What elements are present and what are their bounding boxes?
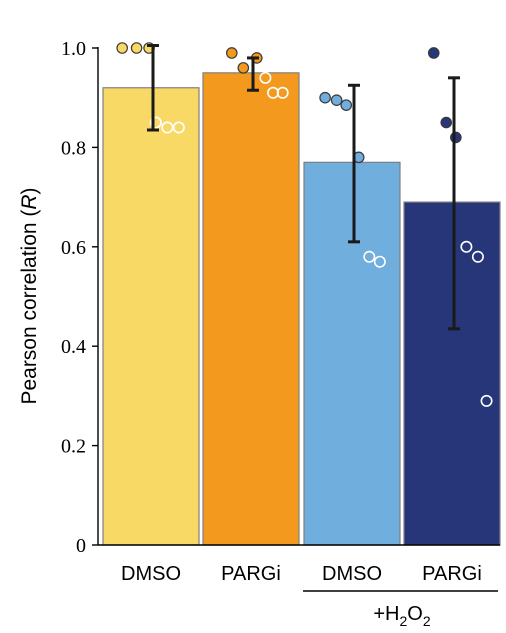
- data-point-4-3: [450, 131, 462, 144]
- data-point-4-1: [427, 47, 440, 59]
- y-tick-label-0.8: 0.8: [61, 137, 86, 159]
- data-point-4-4: [460, 240, 473, 253]
- data-point-2-6: [276, 86, 289, 99]
- data-point-3-2: [330, 94, 343, 106]
- group-label: +H2O2: [373, 603, 430, 629]
- data-point-1-5: [161, 121, 174, 134]
- error-bar-2: [247, 56, 259, 92]
- bar-2: [202, 72, 300, 546]
- bar-4: [403, 201, 501, 546]
- data-point-4-5: [471, 250, 484, 263]
- bar-1: [102, 87, 200, 546]
- data-point-3-1: [319, 91, 331, 104]
- data-point-2-1: [226, 47, 238, 59]
- data-point-3-6: [373, 255, 386, 268]
- x-tick-label-2: PARGi: [221, 563, 281, 585]
- data-point-4-2: [440, 116, 453, 129]
- data-point-1-1: [116, 42, 128, 54]
- data-point-4-6: [480, 394, 493, 407]
- data-point-1-2: [130, 42, 143, 54]
- data-point-2-2: [237, 62, 250, 74]
- bar-3: [303, 161, 401, 546]
- data-point-3-3: [340, 99, 353, 111]
- data-point-1-4: [149, 116, 162, 129]
- x-tick-label-1: DMSO: [121, 563, 181, 585]
- x-tick-label-3: DMSO: [322, 563, 382, 585]
- x-tick-label-4: PARGi: [422, 563, 482, 585]
- error-bar-3: [348, 83, 360, 244]
- y-tick-label-0.6: 0.6: [61, 237, 86, 259]
- data-point-3-5: [363, 250, 376, 263]
- y-tick-label-1.0: 1.0: [61, 38, 86, 60]
- y-tick-label-0.4: 0.4: [61, 336, 86, 358]
- error-bar-1: [147, 44, 159, 132]
- y-tick-label-0: 0: [76, 535, 86, 557]
- data-point-1-6: [172, 121, 185, 134]
- y-axis-title: Pearson correlation (R): [18, 187, 41, 404]
- y-tick-label-0.2: 0.2: [61, 436, 86, 458]
- data-point-2-4: [259, 71, 272, 84]
- error-bar-4: [448, 76, 460, 331]
